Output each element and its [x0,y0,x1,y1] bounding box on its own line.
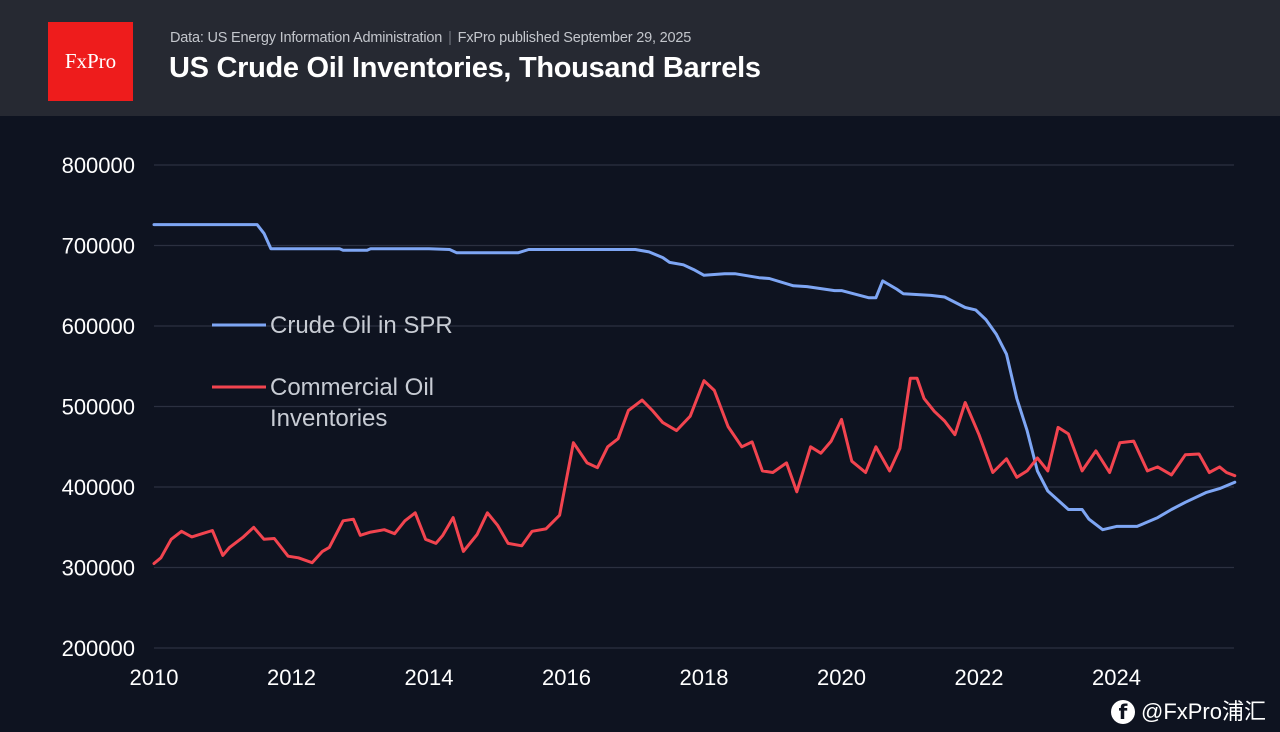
spr-series-line [152,223,1237,532]
legend-label-commercial-cont: Inventories [270,405,387,432]
legend: Crude Oil in SPR Commercial Oil Inventorie… [212,312,453,432]
chart-title: US Crude Oil Inventories, Thousand Barre… [169,52,761,84]
x-tick-label: 2018 [680,665,729,690]
y-tick-label: 700000 [62,234,135,259]
grid [154,164,1234,649]
x-tick-label: 2010 [130,665,179,690]
y-tick-label: 200000 [62,636,135,661]
x-axis-ticks: 2010 2012 2014 2016 2018 2020 2022 2024 [130,665,1141,690]
watermark-text: @FxPro浦汇 [1140,699,1266,724]
y-axis-ticks: 200000 300000 400000 500000 600000 700000 8000… [62,153,135,661]
y-tick-label: 500000 [62,395,135,420]
fxpro-logo: FxPro [48,22,133,101]
x-tick-label: 2024 [1092,665,1141,690]
commercial-series-line [152,376,1237,565]
header: FxPro Data: US Energy Information Admini… [0,0,1280,116]
y-tick-label: 400000 [62,475,135,500]
logo-text: FxPro [64,49,117,73]
published-date: FxPro published September 29, 2025 [457,30,692,46]
watermark: f @FxPro浦汇 [1110,699,1266,725]
x-tick-label: 2014 [405,665,454,690]
facebook-icon: f [1110,700,1135,724]
series-lines [152,223,1237,565]
legend-label-commercial: Commercial Oil [270,374,434,401]
x-tick-label: 2016 [542,665,591,690]
x-tick-label: 2012 [267,665,316,690]
y-tick-label: 300000 [62,556,135,581]
data-source: Data: US Energy Information Administrati… [170,30,443,46]
legend-label-spr: Crude Oil in SPR [270,312,453,339]
y-tick-label: 800000 [62,153,135,178]
x-tick-label: 2022 [955,665,1004,690]
source-line: Data: US Energy Information Administrati… [170,30,691,46]
y-tick-label: 600000 [62,314,135,339]
separator: | [448,30,452,46]
x-tick-label: 2020 [817,665,866,690]
